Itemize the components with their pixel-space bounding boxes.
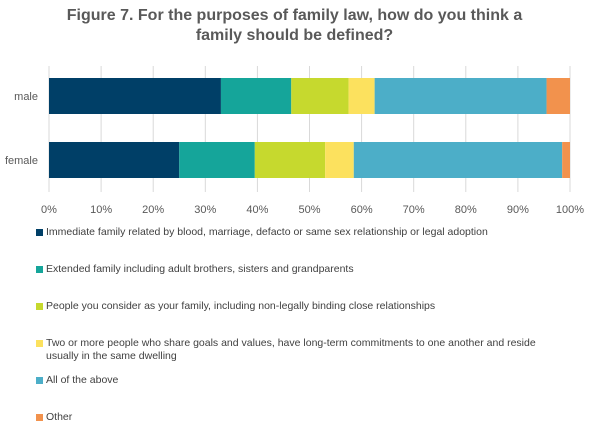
x-tick-label: 0% bbox=[41, 204, 57, 216]
x-tick-label: 40% bbox=[246, 204, 268, 216]
bar-segment bbox=[220, 78, 292, 114]
bar-segment bbox=[562, 142, 570, 178]
legend-label: Extended family including adult brothers… bbox=[46, 263, 354, 275]
legend-label: Other bbox=[46, 411, 73, 423]
bar-segment bbox=[179, 142, 255, 178]
bar-segment bbox=[49, 78, 221, 114]
bar-segment bbox=[348, 78, 375, 114]
legend-item: Two or more people who share goals and v… bbox=[36, 337, 561, 363]
x-axis-ticks: 0% 10% 20% 30% 40% 50% 60% 70% 80% 90% 100% bbox=[41, 204, 584, 216]
bar-segment bbox=[291, 78, 349, 114]
legend-label: All of the above bbox=[46, 374, 119, 386]
bars bbox=[49, 78, 570, 178]
legend-swatch bbox=[36, 303, 43, 310]
bar-segment bbox=[49, 142, 180, 178]
legend-swatch bbox=[36, 229, 43, 236]
x-tick-label: 80% bbox=[455, 204, 477, 216]
bar-segment bbox=[254, 142, 326, 178]
bar-segment bbox=[546, 78, 570, 114]
x-tick-label: 100% bbox=[556, 204, 584, 216]
legend-label: Two or more people who share goals and v… bbox=[46, 337, 536, 362]
x-tick-label: 50% bbox=[298, 204, 320, 216]
legend-item: Immediate family related by blood, marri… bbox=[36, 226, 561, 239]
chart-title: Figure 7. For the purposes of family law… bbox=[0, 6, 589, 46]
legend-label: People you consider as your family, incl… bbox=[46, 300, 436, 312]
bar-segment bbox=[325, 142, 354, 178]
chart-title-line-1: Figure 7. For the purposes of family law… bbox=[66, 7, 523, 24]
x-tick-label: 60% bbox=[351, 204, 373, 216]
x-tick-label: 10% bbox=[90, 204, 112, 216]
legend-swatch bbox=[36, 377, 43, 384]
legend-item: People you consider as your family, incl… bbox=[36, 300, 561, 313]
x-tick-label: 70% bbox=[403, 204, 425, 216]
bar-segment bbox=[374, 78, 547, 114]
category-label: female bbox=[5, 155, 38, 167]
legend-item: Extended family including adult brothers… bbox=[36, 263, 561, 276]
category-label: male bbox=[14, 91, 38, 103]
category-labels: male female bbox=[5, 91, 38, 167]
legend-item: Other bbox=[36, 411, 561, 424]
bar-segment bbox=[353, 142, 563, 178]
x-tick-label: 20% bbox=[142, 204, 164, 216]
legend-swatch bbox=[36, 414, 43, 421]
legend-swatch bbox=[36, 340, 43, 347]
legend-label: Immediate family related by blood, marri… bbox=[46, 226, 488, 238]
x-tick-label: 30% bbox=[194, 204, 216, 216]
x-tick-label: 90% bbox=[507, 204, 529, 216]
chart-title-line-2: family should be defined? bbox=[195, 27, 394, 44]
legend-item: All of the above bbox=[36, 374, 561, 387]
legend-swatch bbox=[36, 266, 43, 273]
